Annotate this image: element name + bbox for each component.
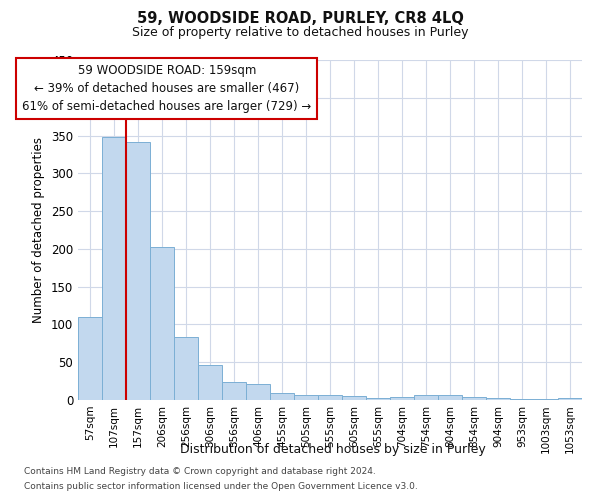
Bar (270, 393, 294, 400)
Bar (246, 384, 270, 400)
Bar (534, 399, 558, 400)
Text: Size of property relative to detached houses in Purley: Size of property relative to detached ho… (132, 26, 468, 39)
Bar (558, 398, 582, 400)
Bar (126, 142, 150, 400)
Bar (486, 398, 510, 400)
Text: Contains public sector information licensed under the Open Government Licence v3: Contains public sector information licen… (24, 482, 418, 491)
Bar (318, 396, 342, 400)
Bar (78, 317, 102, 400)
Bar (174, 336, 198, 400)
Bar (438, 394, 462, 400)
Bar (198, 365, 222, 400)
Y-axis label: Number of detached properties: Number of detached properties (32, 137, 46, 323)
Text: Distribution of detached houses by size in Purley: Distribution of detached houses by size … (180, 442, 486, 456)
Text: Contains HM Land Registry data © Crown copyright and database right 2024.: Contains HM Land Registry data © Crown c… (24, 467, 376, 476)
Bar (390, 397, 414, 400)
Bar (414, 394, 438, 400)
Bar (102, 137, 126, 400)
Bar (462, 397, 486, 400)
Text: 59 WOODSIDE ROAD: 159sqm
← 39% of detached houses are smaller (467)
61% of semi-: 59 WOODSIDE ROAD: 159sqm ← 39% of detach… (22, 64, 311, 113)
Bar (150, 248, 174, 400)
Bar (510, 399, 534, 400)
Bar (294, 394, 318, 400)
Text: 59, WOODSIDE ROAD, PURLEY, CR8 4LQ: 59, WOODSIDE ROAD, PURLEY, CR8 4LQ (137, 11, 463, 26)
Bar (366, 398, 390, 400)
Bar (342, 396, 366, 400)
Bar (222, 382, 246, 400)
